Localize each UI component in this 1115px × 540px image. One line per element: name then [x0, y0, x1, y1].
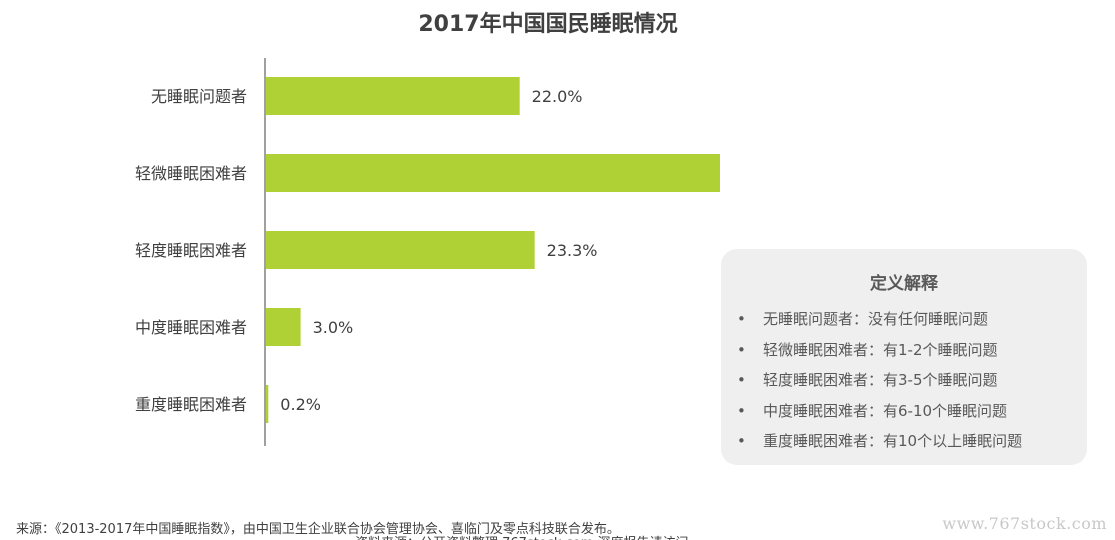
- definition-item: • 无睡眠问题者：没有任何睡眠问题: [737, 310, 989, 328]
- definition-item: • 轻度睡眠困难者：有3-5个睡眠问题: [737, 371, 998, 389]
- value-label: 3.0%: [313, 318, 354, 337]
- watermark: www.767stock.com: [942, 514, 1107, 533]
- definition-list: • 无睡眠问题者：没有任何睡眠问题 • 轻微睡眠困难者：有1-2个睡眠问题 • 轻度睡…: [721, 304, 1087, 457]
- definition-item: • 重度睡眠困难者：有10个以上睡眠问题: [737, 432, 1023, 450]
- category-label: 轻度睡眠困难者: [135, 241, 247, 260]
- definition-title: 定义解释: [870, 274, 938, 294]
- definition-item: • 中度睡眠困难者：有6-10个睡眠问题: [737, 401, 1008, 420]
- bar-1: [266, 154, 720, 192]
- value-label: 22.0%: [532, 87, 583, 106]
- bar-0: [266, 77, 520, 115]
- definition-item: • 轻微睡眠困难者：有1-2个睡眠问题: [737, 340, 998, 359]
- bars-group: 无睡眠问题者22.0%轻微睡眠困难者50.3%轻度睡眠困难者23.3%中度睡眠困…: [135, 77, 720, 423]
- bar-3: [266, 308, 301, 346]
- definition-box: 定义解释 • 无睡眠问题者：没有任何睡眠问题 • 轻微睡眠困难者：有1-2个睡眠问题…: [721, 249, 1087, 465]
- bar-chart: 无睡眠问题者22.0%轻微睡眠困难者50.3%轻度睡眠困难者23.3%中度睡眠困…: [135, 58, 720, 446]
- category-label: 重度睡眠困难者: [135, 395, 247, 414]
- value-label: 0.2%: [280, 395, 321, 414]
- chart-title: 2017年中国国民睡眠情况: [418, 12, 678, 37]
- category-label: 无睡眠问题者: [151, 87, 247, 106]
- bar-2: [266, 231, 535, 269]
- category-label: 中度睡眠困难者: [135, 318, 247, 337]
- category-label: 轻微睡眠困难者: [135, 164, 247, 183]
- bar-4: [266, 385, 269, 423]
- source-note: 来源：《2013-2017年中国睡眠指数》，由中国卫生企业联合协会管理协会、喜临…: [16, 522, 620, 535]
- value-label: 23.3%: [547, 241, 598, 260]
- footer-clipped-text: 资料来源：公开资料整理 767stock.com 深度报告请访问: [355, 532, 688, 540]
